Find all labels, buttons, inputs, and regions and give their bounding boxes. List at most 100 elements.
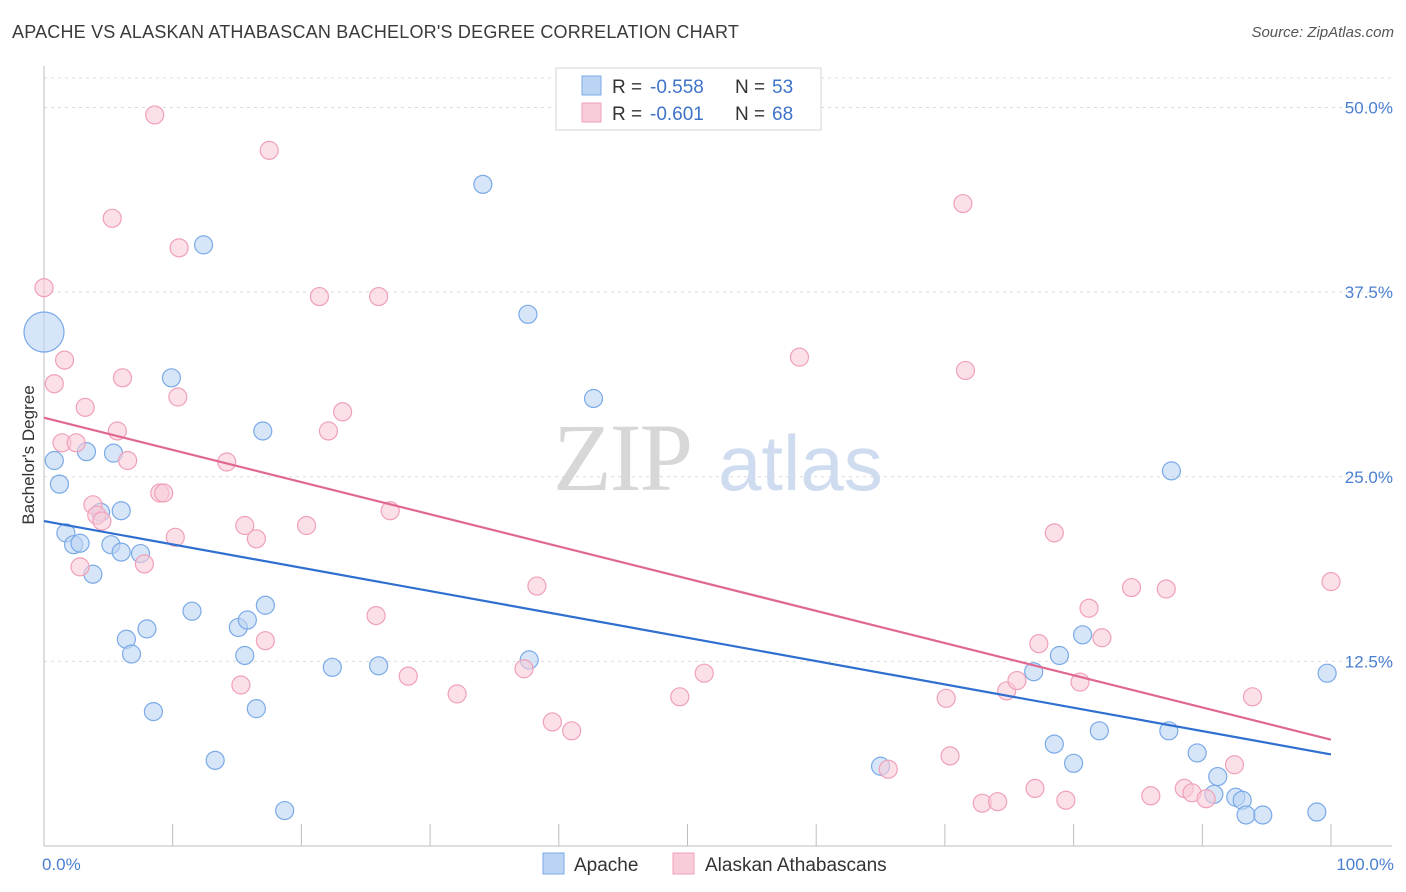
- apache-point: [1187, 743, 1207, 763]
- athabascan-swatch: [581, 102, 602, 123]
- watermark: ZIP atlas: [553, 404, 883, 511]
- apache-point: [1236, 805, 1256, 825]
- apache-point: [182, 601, 202, 621]
- data-points: [23, 105, 1341, 825]
- apache-r-label: R =: [612, 77, 642, 98]
- apache-point: [322, 657, 342, 677]
- series-legend: Apache Alaskan Athabascans: [542, 852, 887, 876]
- athabascan-point: [1196, 789, 1216, 809]
- athabascan-point: [447, 684, 467, 704]
- athabascan-point: [1029, 634, 1049, 654]
- apache-point: [1073, 625, 1093, 645]
- apache-point: [121, 644, 142, 664]
- apache-point: [255, 595, 275, 615]
- apache-point: [1253, 805, 1273, 825]
- legend-athabascan-label: Alaskan Athabascans: [705, 855, 887, 876]
- apache-point: [1089, 721, 1109, 741]
- apache-point: [369, 656, 389, 676]
- athabascan-point: [562, 721, 582, 741]
- athabascan-point: [118, 450, 138, 471]
- athabascan-point: [398, 666, 418, 686]
- athabascan-point: [955, 360, 976, 381]
- athabascan-point: [75, 397, 95, 417]
- legend-apache-label: Apache: [574, 855, 638, 876]
- athabascan-point: [1224, 755, 1245, 775]
- athabascan-r-label: R =: [612, 104, 642, 125]
- gridlines: [44, 77, 1392, 662]
- athabascan-point: [1044, 523, 1064, 543]
- athabascan-r-value: -0.601: [650, 104, 704, 125]
- axes: 12.5% 25.0% 37.5% 50.0% 0.0% 100.0%: [42, 66, 1394, 874]
- apache-point: [1063, 753, 1084, 773]
- athabascan-point: [145, 105, 165, 125]
- apache-point: [1317, 663, 1337, 683]
- athabascan-point: [231, 675, 251, 695]
- apache-point: [49, 474, 70, 494]
- athabascan-point: [1092, 628, 1112, 648]
- athabascan-point: [953, 193, 973, 214]
- athabascan-point: [694, 663, 714, 683]
- athabascan-point: [246, 529, 266, 549]
- athabascan-point: [134, 554, 154, 574]
- athabascan-n-value: 68: [772, 104, 793, 125]
- y-tick-label: 12.5%: [1345, 652, 1393, 671]
- apache-point: [161, 368, 182, 388]
- athabascan-point: [1156, 579, 1176, 599]
- apache-point: [70, 533, 90, 553]
- apache-point: [518, 304, 538, 324]
- apache-point: [205, 750, 225, 770]
- athabascan-point: [1121, 577, 1142, 598]
- apache-point: [1208, 766, 1228, 787]
- apache-point: [1307, 802, 1327, 822]
- legend-apache-swatch: [542, 852, 565, 875]
- x-tick-label: 0.0%: [42, 855, 81, 874]
- apache-point: [111, 501, 131, 521]
- athabascan-point: [542, 712, 562, 732]
- athabascan-point: [70, 557, 90, 577]
- watermark-zip: ZIP: [553, 404, 691, 511]
- athabascan-point: [92, 511, 112, 531]
- athabascan-point: [1056, 790, 1076, 810]
- athabascan-point: [44, 374, 64, 394]
- apache-point: [44, 450, 64, 471]
- apache-point: [1044, 734, 1064, 754]
- legend-athabascan-swatch: [672, 852, 695, 875]
- y-tick-label: 50.0%: [1345, 99, 1393, 118]
- apache-r-value: -0.558: [650, 77, 704, 98]
- athabascan-point: [259, 140, 279, 160]
- athabascan-point: [369, 286, 389, 307]
- stats-legend: R = -0.558 N = 53 R = -0.601 N = 68: [555, 67, 822, 131]
- athabascan-point: [66, 433, 86, 453]
- apache-point: [1049, 645, 1070, 666]
- trend-lines: [43, 416, 1332, 756]
- athabascan-point: [1007, 670, 1027, 691]
- apache-point: [143, 701, 163, 722]
- apache-point: [237, 610, 257, 630]
- athabascan-point: [168, 387, 188, 407]
- athabascan-point: [1321, 572, 1341, 592]
- apache-point: [137, 619, 157, 639]
- athabascan-point: [527, 576, 547, 596]
- athabascan-point: [309, 286, 330, 307]
- chart-title: APACHE VS ALASKAN ATHABASCAN BACHELOR'S …: [12, 22, 740, 42]
- athabascan-point: [1242, 687, 1263, 707]
- y-tick-label: 37.5%: [1345, 283, 1393, 302]
- apache-point: [111, 542, 131, 562]
- athabascan-point: [169, 238, 189, 258]
- athabascan-point: [366, 605, 386, 626]
- athabascan-point: [165, 527, 185, 547]
- y-tick-label: 25.0%: [1345, 468, 1393, 487]
- apache-point: [193, 235, 214, 255]
- apache-swatch: [581, 75, 602, 96]
- athabascan-point: [34, 278, 54, 298]
- apache-point: [253, 421, 273, 441]
- athabascan-point: [1079, 598, 1099, 618]
- athabascan-point: [789, 347, 810, 367]
- athabascan-point: [988, 792, 1008, 812]
- athabascan-point: [1141, 786, 1161, 806]
- athabascan-point: [878, 759, 898, 779]
- athabascan-point: [936, 688, 956, 708]
- athabascan-point: [154, 483, 174, 503]
- athabascan-point: [255, 631, 275, 651]
- athabascan-n-label: N =: [735, 104, 765, 125]
